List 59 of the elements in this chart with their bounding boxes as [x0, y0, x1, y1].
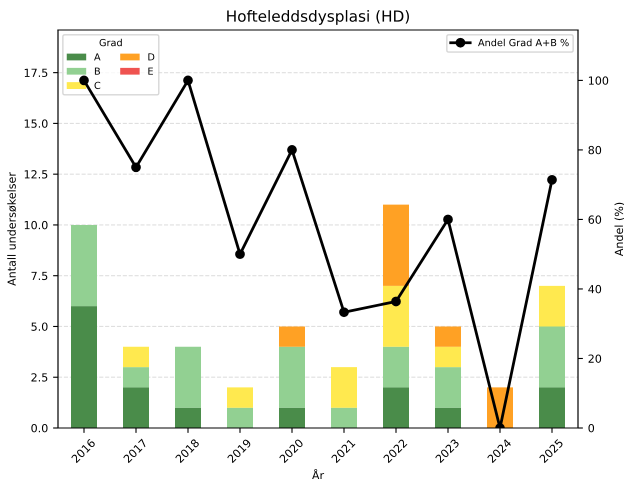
- point: [79, 76, 89, 86]
- bar: [175, 346, 201, 408]
- bar: [123, 387, 149, 428]
- bar: [71, 306, 97, 428]
- y2-tick-label: 20: [588, 354, 602, 363]
- y-tick-label: 7.5: [32, 272, 48, 280]
- legend-label: E: [148, 68, 153, 75]
- y2-tick-label: 40: [588, 284, 602, 294]
- y-tick-label: 17.5: [24, 68, 48, 78]
- bar: [383, 387, 409, 428]
- bar: [435, 346, 461, 368]
- bar: [175, 408, 201, 428]
- point: [391, 296, 401, 306]
- legend-label: D: [148, 53, 154, 60]
- x-axis-title: År: [312, 469, 324, 479]
- y2-axis-title: Andel (%): [614, 202, 624, 256]
- bar: [279, 346, 305, 408]
- bar: [123, 367, 149, 388]
- bar: [279, 326, 305, 347]
- bar: [383, 204, 409, 286]
- legend-label: B: [94, 68, 100, 75]
- y-tick-label: 2.5: [31, 373, 48, 382]
- y2-tick-label: 0: [588, 424, 594, 432]
- bar: [539, 387, 565, 428]
- chart-title: Hofteleddsdysplasi (HD): [227, 10, 409, 25]
- legend-label: A: [94, 53, 101, 60]
- bar: [539, 286, 565, 326]
- y-tick-label: 5.0: [31, 322, 48, 331]
- bar: [123, 346, 149, 368]
- bar: [71, 224, 97, 306]
- point: [443, 214, 453, 224]
- point: [235, 249, 245, 260]
- y-tick-label: 12.5: [24, 170, 48, 179]
- y-tick-label: 15.0: [24, 119, 48, 128]
- point: [183, 76, 193, 86]
- y2-tick-label: 100: [588, 76, 608, 85]
- point: [131, 162, 141, 172]
- bar: [383, 286, 409, 347]
- bar: [435, 367, 461, 408]
- point: [339, 307, 349, 318]
- bar: [279, 408, 305, 428]
- point: [287, 145, 297, 155]
- legend-title: Grad: [100, 38, 122, 46]
- point: [547, 174, 557, 185]
- y2-tick-label: 60: [588, 215, 602, 224]
- y-axis-title: Antall undersøkelser: [7, 172, 16, 286]
- legend-label: C: [94, 82, 100, 90]
- bar: [331, 367, 357, 408]
- y2-tick-label: 80: [588, 146, 602, 154]
- y-tick-label: 10.0: [24, 220, 48, 230]
- bar: [383, 346, 409, 388]
- y-tick-label: 0.0: [31, 424, 48, 432]
- legend-label: Andel Grad A+B %: [478, 38, 569, 46]
- bar: [539, 326, 565, 388]
- bar: [435, 408, 461, 428]
- bar: [435, 326, 461, 347]
- bar: [227, 408, 253, 428]
- bar: [227, 387, 253, 408]
- bar: [331, 408, 357, 428]
